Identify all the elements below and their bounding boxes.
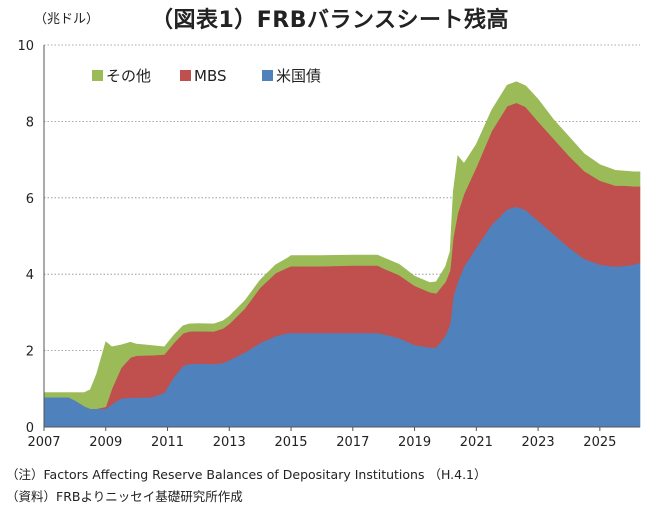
x-tick-label-2013: 2013 [213,435,246,450]
chart-plot: 0 2 4 6 8 10 2007 2009 2011 2013 2015 2017 2019 2021 2… [17,39,641,450]
y-tick-label-8: 8 [26,115,34,130]
legend-label-3: その他 [106,67,151,85]
y-tick-label-0: 0 [26,421,34,436]
x-tick-label-2009: 2009 [89,435,122,450]
y-tick-label-10: 10 [17,39,34,54]
legend-label-2: MBS [194,67,227,85]
x-tick-label-2019: 2019 [398,435,431,450]
x-tick-label-2007: 2007 [27,435,60,450]
y-tick-label-2: 2 [26,345,34,360]
legend-swatch-2 [180,70,191,81]
legend-swatch-3 [92,70,103,81]
footnote-source-table: （注）Factors Affecting Reserve Balances of… [6,467,487,482]
y-tick-label-4: 4 [26,268,34,283]
x-tick-label-2023: 2023 [522,435,555,450]
legend-label-1: 米国債 [276,67,321,85]
chart-title: （図表1）FRBバランスシート残高 [150,8,510,33]
x-tick-label-2017: 2017 [336,435,369,450]
area-series-3 [43,81,641,409]
y-axis-unit-label: （兆ドル） [34,12,100,27]
y-tick-label-6: 6 [26,192,34,207]
legend-swatch-1 [262,70,273,81]
x-tick-label-2015: 2015 [274,435,307,450]
x-tick-label-2021: 2021 [460,435,493,450]
x-tick-label-2011: 2011 [151,435,184,450]
x-tick-label-2025: 2025 [583,435,616,450]
footnote-data-source: （資料）FRBよりニッセイ基礎研究所作成 [6,489,243,504]
